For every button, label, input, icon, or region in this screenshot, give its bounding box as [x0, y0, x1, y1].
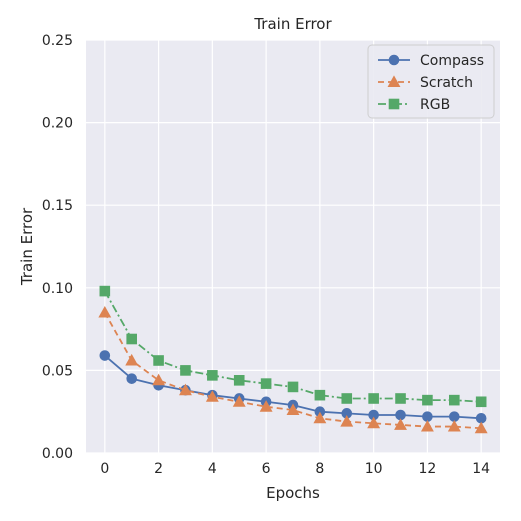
- data-point: [367, 416, 381, 429]
- y-tick-label: 0.00: [42, 446, 73, 462]
- legend-item-rgb: RGB: [378, 97, 450, 113]
- data-point: [179, 383, 192, 396]
- legend-label: Compass: [420, 53, 484, 69]
- x-tick-label: 14: [472, 461, 490, 477]
- data-point: [475, 396, 487, 408]
- data-point: [422, 394, 433, 406]
- data-point: [153, 355, 164, 366]
- x-tick-label: 2: [154, 461, 163, 477]
- y-tick-label: 0.05: [42, 363, 73, 379]
- data-point: [368, 393, 379, 404]
- y-tick-label: 0.10: [42, 281, 73, 297]
- series-line: [104, 312, 482, 430]
- series-layer: [98, 285, 488, 434]
- data-point: [99, 285, 111, 297]
- legend-marker: [388, 54, 400, 66]
- data-point: [98, 305, 112, 318]
- x-axis-label: Epochs: [266, 484, 320, 502]
- legend-marker: [387, 75, 401, 87]
- legend-item-compass: Compass: [378, 53, 484, 69]
- y-axis-label: Train Error: [18, 207, 36, 286]
- y-tick-label: 0.20: [42, 116, 73, 132]
- data-point: [286, 403, 300, 416]
- data-point: [233, 375, 245, 386]
- data-point: [420, 419, 434, 432]
- data-point: [395, 393, 406, 404]
- legend-box: [367, 44, 495, 119]
- x-tick-label: 6: [262, 461, 271, 477]
- x-tick-label: 0: [100, 461, 109, 477]
- legend-label: RGB: [420, 97, 450, 113]
- data-point: [287, 381, 299, 393]
- data-point: [448, 394, 460, 406]
- tick-labels: 0 2 4 6 8 10 12 14 0.00 0.05 0.10 0.15 0.20 0.25: [42, 33, 490, 477]
- series-rgb: [99, 285, 487, 408]
- x-tick-label: 10: [365, 461, 383, 477]
- x-tick-label: 12: [419, 461, 437, 477]
- data-point: [232, 395, 246, 407]
- data-point: [340, 414, 354, 427]
- x-tick-label: 4: [208, 461, 217, 477]
- data-point: [205, 390, 219, 402]
- data-point: [313, 411, 327, 424]
- data-point: [260, 378, 272, 389]
- data-point: [259, 400, 273, 412]
- x-tick-label: 8: [315, 461, 324, 477]
- data-point: [126, 373, 138, 384]
- chart-title: Train Error: [253, 15, 332, 33]
- data-point: [126, 333, 138, 345]
- legend-label: Scratch: [420, 75, 473, 91]
- data-point: [341, 393, 353, 404]
- y-tick-label: 0.15: [42, 198, 73, 214]
- legend-marker: [388, 98, 400, 110]
- data-point: [180, 365, 191, 376]
- data-point: [474, 421, 488, 434]
- series-scratch: [98, 305, 488, 434]
- data-point: [314, 389, 326, 401]
- y-tick-label: 0.25: [42, 33, 73, 49]
- data-point: [447, 419, 461, 432]
- legend-item-scratch: Scratch: [378, 75, 473, 91]
- data-point: [125, 353, 139, 366]
- data-point: [99, 350, 111, 361]
- data-point: [207, 370, 218, 381]
- data-point: [152, 373, 166, 386]
- legend: Compass Scratch RGB: [367, 44, 495, 119]
- data-point: [394, 418, 407, 430]
